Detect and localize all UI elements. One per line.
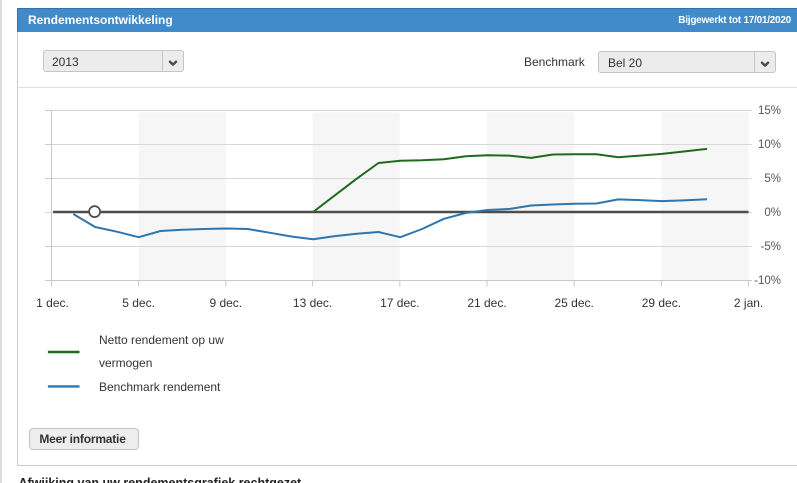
svg-text:9 dec.: 9 dec. bbox=[209, 296, 242, 310]
svg-text:25 dec.: 25 dec. bbox=[555, 296, 594, 310]
svg-text:29 dec.: 29 dec. bbox=[642, 296, 681, 310]
svg-text:5%: 5% bbox=[764, 173, 781, 185]
svg-text:10%: 10% bbox=[758, 139, 781, 151]
svg-text:-5%: -5% bbox=[761, 241, 781, 253]
svg-text:0%: 0% bbox=[764, 207, 781, 219]
svg-text:2 jan.: 2 jan. bbox=[734, 296, 763, 310]
svg-text:5 dec.: 5 dec. bbox=[122, 296, 155, 310]
svg-text:-10%: -10% bbox=[754, 275, 781, 287]
svg-text:21 dec.: 21 dec. bbox=[467, 296, 506, 310]
svg-text:17 dec.: 17 dec. bbox=[380, 296, 419, 310]
svg-text:1 dec.: 1 dec. bbox=[36, 296, 69, 310]
svg-text:13 dec.: 13 dec. bbox=[293, 296, 332, 310]
svg-text:15%: 15% bbox=[758, 105, 781, 117]
